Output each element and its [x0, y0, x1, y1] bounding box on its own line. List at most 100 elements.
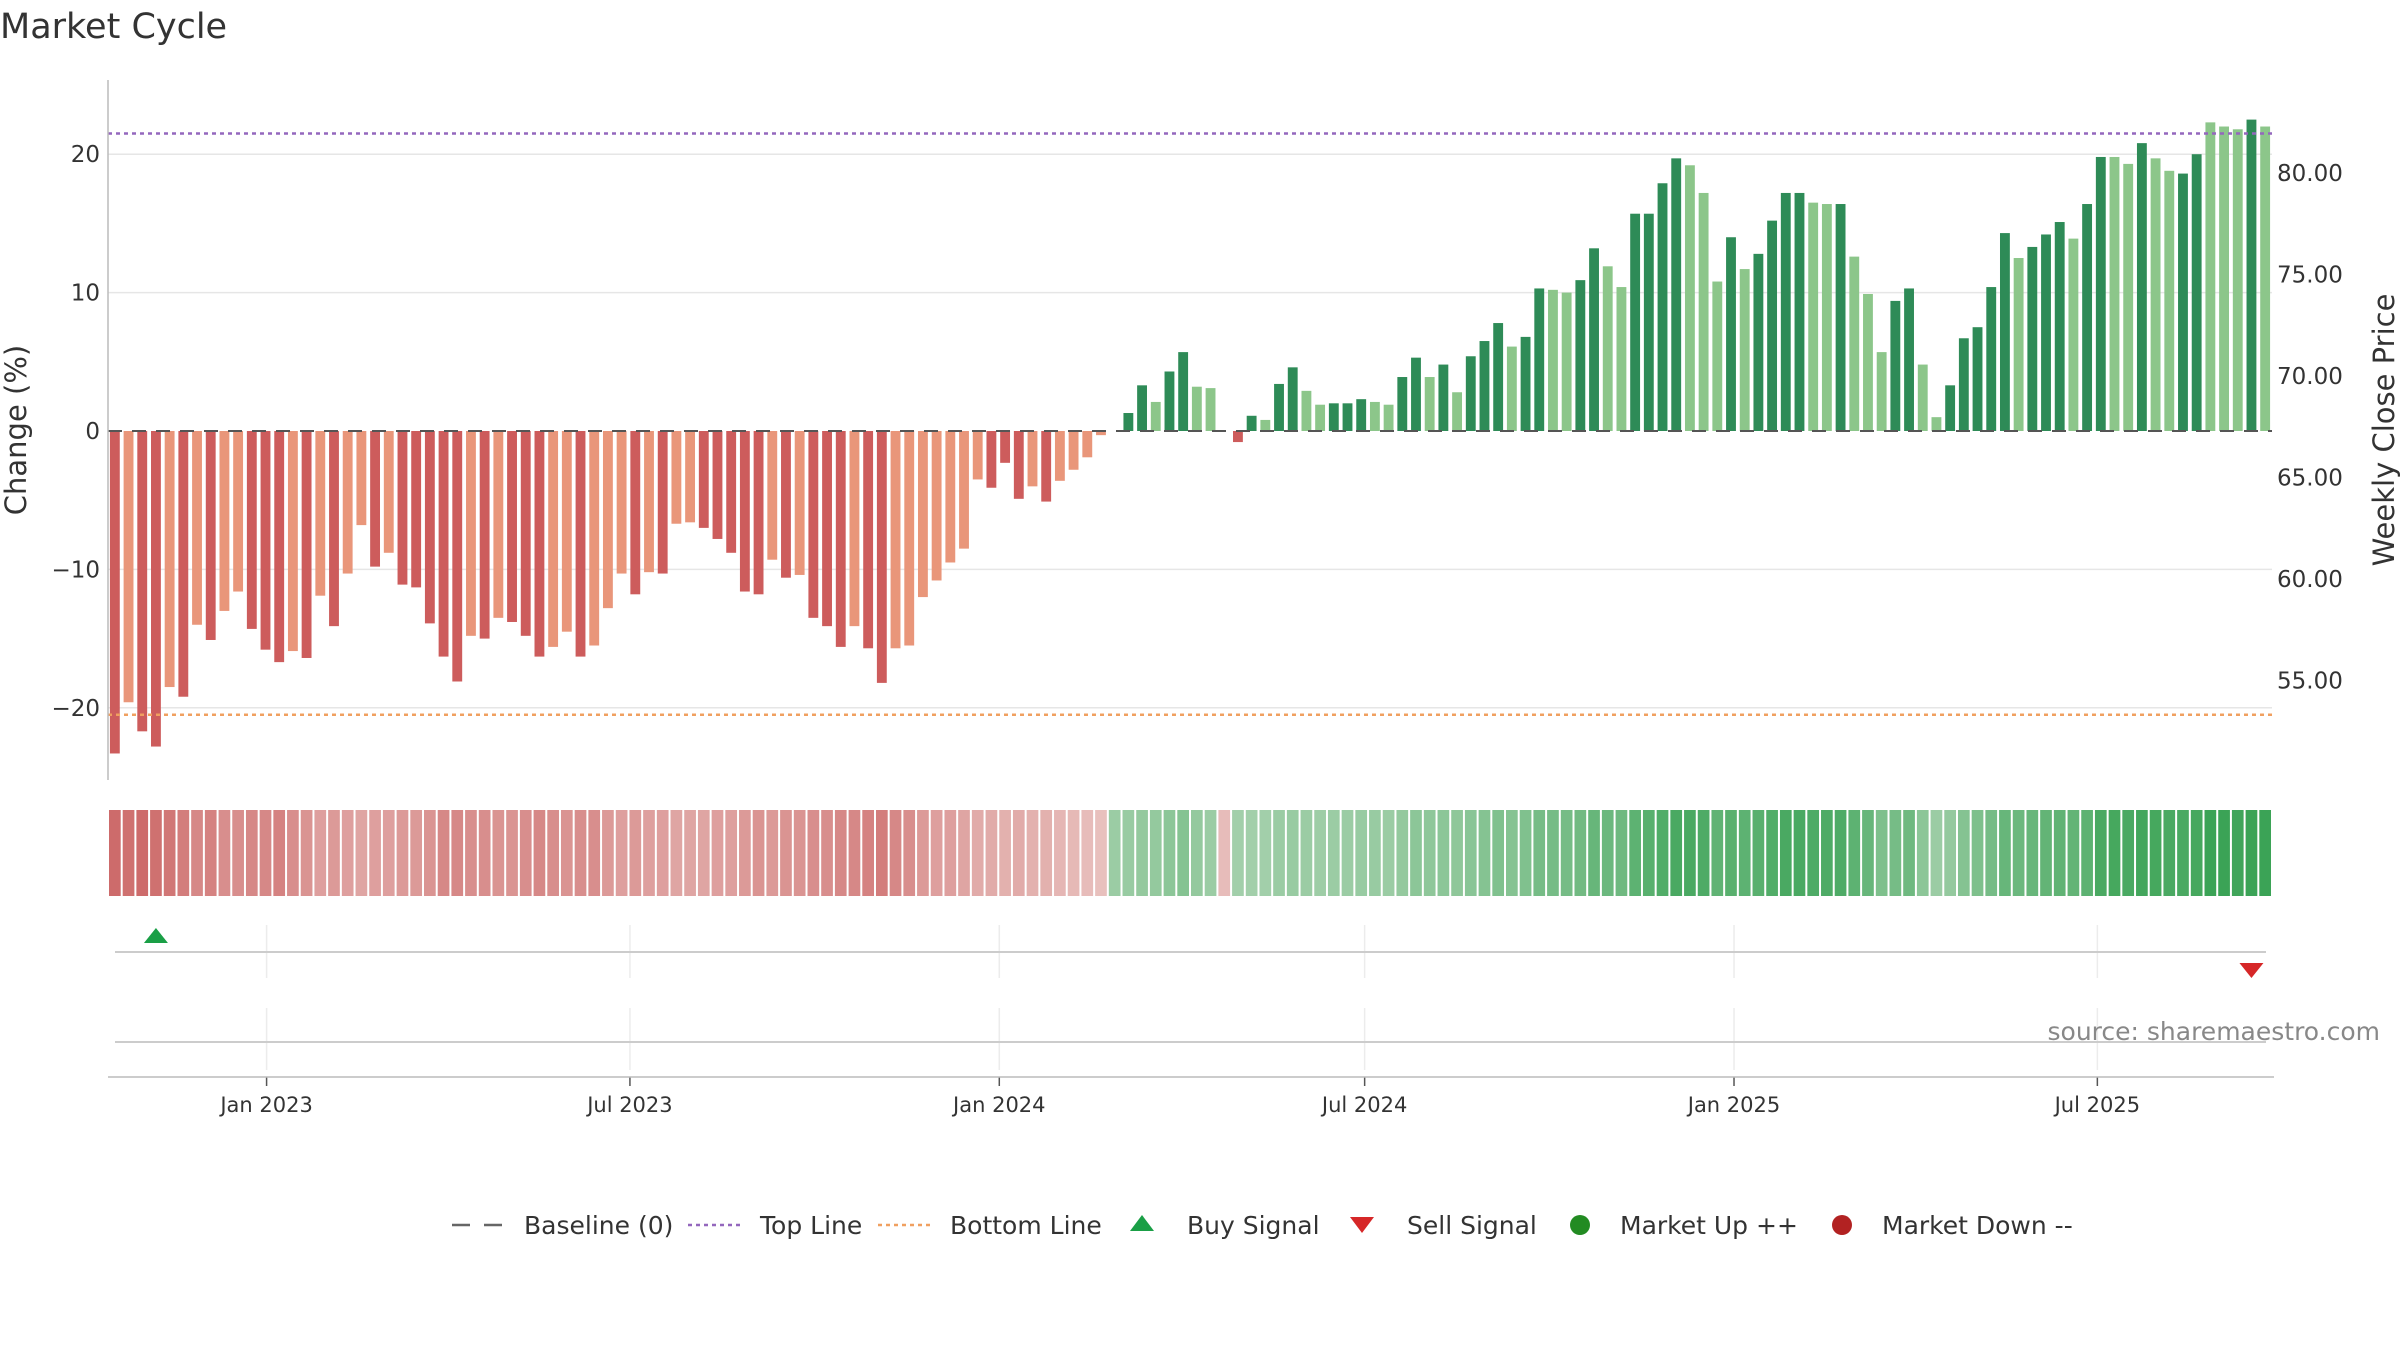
change-bar	[1520, 336, 1531, 431]
heat-cell	[821, 810, 833, 896]
heat-cell	[1396, 810, 1409, 896]
x-tick-label: Jan 2023	[218, 1093, 313, 1117]
change-bar	[164, 431, 175, 688]
change-bar	[1602, 266, 1613, 431]
change-bar	[1246, 415, 1257, 431]
heat-cell	[2108, 810, 2121, 896]
change-bar	[1958, 338, 1969, 431]
heat-cell	[1382, 810, 1395, 896]
change-bar	[534, 431, 545, 657]
heat-cell	[1971, 810, 1984, 896]
change-bar	[137, 431, 148, 732]
heat-cell	[369, 810, 381, 896]
heat-cell	[163, 810, 176, 896]
change-bar	[657, 431, 668, 574]
heat-cell	[1451, 810, 1463, 896]
change-bar	[2027, 246, 2038, 431]
heat-cell	[109, 810, 121, 896]
chart-title: Market Cycle	[0, 7, 227, 47]
change-bar	[1191, 386, 1202, 431]
heat-cell	[1574, 810, 1587, 896]
change-bar	[1479, 341, 1490, 431]
change-bar	[1465, 356, 1476, 431]
heat-cell	[1286, 810, 1299, 896]
change-bar	[753, 431, 764, 595]
change-bar	[575, 431, 586, 657]
heat-cell	[2026, 810, 2039, 896]
heat-cell	[191, 810, 203, 896]
heat-cell	[2163, 810, 2176, 896]
change-bar	[822, 431, 832, 627]
change-bar	[274, 431, 285, 663]
heat-cell	[2177, 810, 2189, 896]
change-bar	[1671, 158, 1682, 431]
heat-cell	[122, 810, 135, 896]
heat-cell	[1081, 810, 1094, 896]
heat-cell	[2053, 810, 2066, 896]
y2-axis-title: Weekly Close Price	[2367, 294, 2400, 567]
heat-cell	[1314, 810, 1326, 896]
heat-cell	[999, 810, 1011, 896]
change-bar	[452, 431, 463, 682]
heat-cell	[1369, 810, 1381, 896]
change-bar	[1178, 352, 1189, 431]
legend-label: Buy Signal	[1187, 1211, 1320, 1240]
change-bar	[863, 431, 874, 649]
triangle-down-icon	[1350, 1217, 1374, 1233]
change-bar	[1452, 392, 1463, 431]
x-tick-label: Jan 2024	[951, 1093, 1046, 1117]
heat-cell	[930, 810, 943, 896]
heat-cell	[1560, 810, 1573, 896]
change-bar	[1780, 192, 1791, 431]
change-bar	[2082, 204, 2093, 431]
heat-cell	[711, 810, 724, 896]
legend-label: Market Up ++	[1620, 1211, 1798, 1240]
signal-panel	[115, 925, 2266, 1070]
change-bar	[178, 431, 189, 697]
change-bar	[1096, 431, 1106, 436]
change-bar	[1712, 281, 1723, 431]
heat-cell	[862, 810, 874, 896]
change-bar	[1383, 404, 1394, 431]
circle-icon	[1832, 1215, 1852, 1235]
heat-cell	[465, 810, 477, 896]
heat-cell	[2040, 810, 2052, 896]
change-bar	[931, 431, 942, 581]
heat-strip	[109, 810, 2271, 896]
change-bar	[1082, 431, 1093, 458]
heat-cell	[1218, 810, 1231, 896]
heat-cell	[177, 810, 190, 896]
heat-cell	[2067, 810, 2080, 896]
change-bar	[917, 431, 928, 598]
y-tick-label: −10	[51, 557, 100, 583]
heat-cell	[917, 810, 929, 896]
reference-lines	[108, 132, 2272, 716]
heat-cell	[1642, 810, 1655, 896]
heat-cell	[1684, 810, 1696, 896]
heat-cell	[1999, 810, 2011, 896]
heat-cell	[1478, 810, 1491, 896]
change-bar	[383, 431, 394, 553]
heat-cell	[519, 810, 532, 896]
change-bar	[1328, 403, 1339, 431]
legend-label: Top Line	[759, 1211, 862, 1240]
y-axis-title: Change (%)	[0, 345, 33, 515]
x-tick-label: Jan 2025	[1686, 1093, 1781, 1117]
change-bar	[1589, 248, 1599, 431]
change-bar	[1123, 413, 1134, 431]
heat-cell	[2122, 810, 2135, 896]
heat-cell	[2081, 810, 2093, 896]
change-bar	[479, 431, 490, 639]
heat-cell	[232, 810, 244, 896]
change-bar	[1890, 300, 1901, 431]
change-bar	[698, 431, 709, 528]
heat-cell	[424, 810, 436, 896]
heat-cell	[314, 810, 327, 896]
change-bar	[2246, 119, 2257, 431]
heat-cell	[204, 810, 217, 896]
heat-cell	[1670, 810, 1683, 896]
change-bar	[1835, 204, 1846, 431]
change-bar	[2123, 163, 2134, 431]
heat-cell	[1533, 810, 1546, 896]
